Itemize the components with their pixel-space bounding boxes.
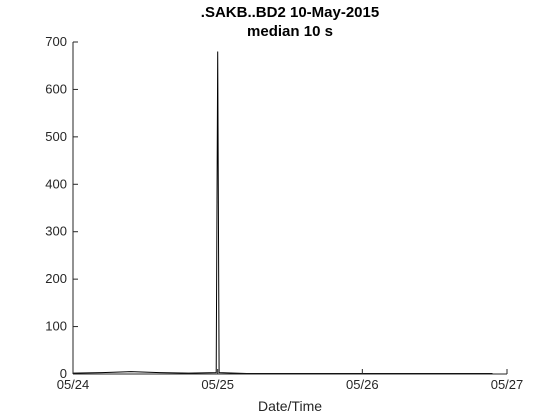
y-tick-label: 700	[45, 34, 67, 49]
x-tick-label: 05/26	[346, 377, 379, 392]
plot-area	[73, 42, 507, 374]
x-tick-label: 05/24	[57, 377, 90, 392]
x-ticks: 05/24 05/25 05/26 05/27	[57, 369, 524, 392]
y-tick-label: 500	[45, 129, 67, 144]
y-tick-label: 600	[45, 81, 67, 96]
y-tick-label: 200	[45, 271, 67, 286]
y-ticks: 0 100 200 300 400 500 600 700	[45, 34, 78, 381]
y-tick-label: 0	[60, 366, 67, 381]
chart-title: .SAKB..BD2 10-May-2015	[201, 4, 379, 21]
chart-subtitle: median 10 s	[247, 23, 333, 40]
y-tick-label: 400	[45, 176, 67, 191]
x-tick-label: 05/27	[491, 377, 524, 392]
x-tick-label: 05/25	[201, 377, 234, 392]
x-axis-label: Date/Time	[258, 398, 322, 414]
y-tick-label: 100	[45, 319, 67, 334]
y-tick-label: 300	[45, 224, 67, 239]
